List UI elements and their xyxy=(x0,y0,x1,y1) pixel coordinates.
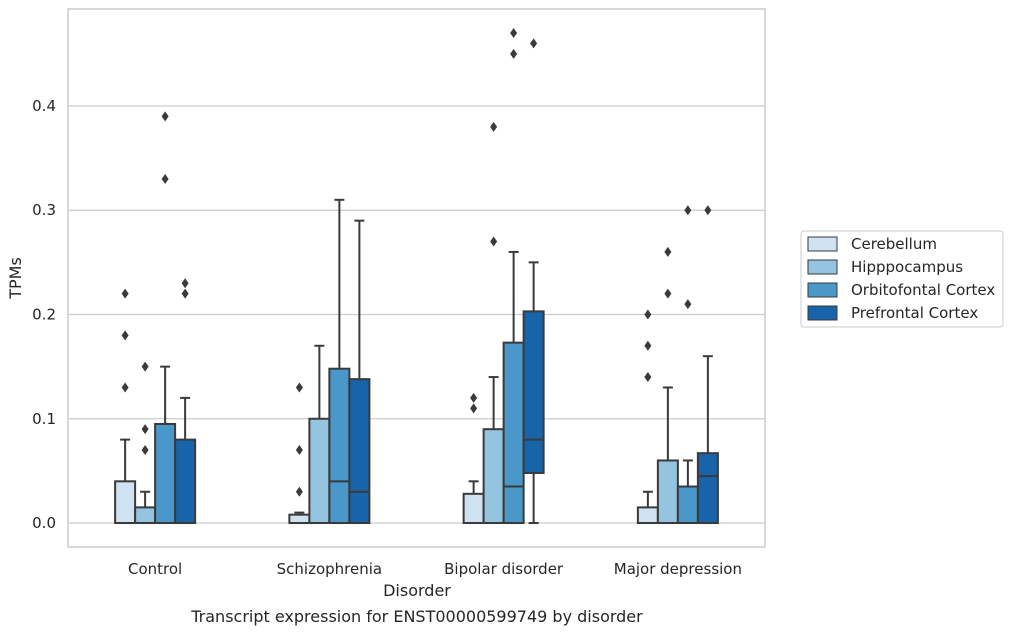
outlier-point xyxy=(141,361,149,372)
outlier-point xyxy=(295,445,303,456)
x-axis-ticks: Control Schizophrenia Bipolar disorder Majo… xyxy=(128,560,742,578)
outlier-point xyxy=(141,445,149,456)
outlier-point xyxy=(490,236,498,247)
y-tick-label: 0.2 xyxy=(32,305,56,323)
series-prefrontal-cortex xyxy=(174,38,719,525)
outlier-point xyxy=(121,288,129,299)
outlier-point xyxy=(644,340,652,351)
outlier-point xyxy=(704,205,712,216)
series-hipppocampus xyxy=(134,121,679,525)
legend-label: Prefrontal Cortex xyxy=(851,304,978,322)
plot-area-frame xyxy=(67,8,766,548)
outlier-point xyxy=(470,392,478,403)
outlier-point xyxy=(664,288,672,299)
outlier-point xyxy=(295,486,303,497)
box xyxy=(348,378,371,525)
x-tick-label: Control xyxy=(128,560,182,578)
legend-swatch xyxy=(807,236,838,252)
outlier-point xyxy=(181,278,189,289)
outlier-point xyxy=(644,309,652,320)
box xyxy=(636,506,659,525)
box xyxy=(656,459,679,525)
legend-label: Orbitofontal Cortex xyxy=(851,281,995,299)
legend: Cerebellum Hipppocampus Orbitofontal Corte… xyxy=(800,230,1004,328)
outlier-point xyxy=(684,299,692,310)
y-tick-label: 0.4 xyxy=(32,97,56,115)
box xyxy=(114,480,137,525)
legend-swatch xyxy=(807,282,838,298)
outlier-point xyxy=(161,173,169,184)
outlier-point xyxy=(121,330,129,341)
box xyxy=(134,506,157,525)
x-tick-label: Bipolar disorder xyxy=(444,560,564,578)
outlier-point xyxy=(684,205,692,216)
series-orbitofontal-cortex xyxy=(154,27,699,525)
x-tick-label: Schizophrenia xyxy=(277,560,382,578)
outlier-point xyxy=(121,382,129,393)
box xyxy=(328,367,351,525)
outlier-point xyxy=(510,27,518,38)
legend-frame xyxy=(800,230,1004,328)
legend-swatch xyxy=(807,305,838,321)
outlier-point xyxy=(644,372,652,383)
outlier-point xyxy=(181,288,189,299)
outlier-point xyxy=(295,382,303,393)
legend-swatch xyxy=(807,259,838,275)
outlier-point xyxy=(510,48,518,59)
y-tick-label: 0.1 xyxy=(32,410,56,428)
outlier-point xyxy=(161,111,169,122)
box-series xyxy=(114,27,719,525)
box xyxy=(482,428,505,525)
legend-label: Cerebellum xyxy=(851,235,937,253)
box xyxy=(288,513,311,525)
box xyxy=(154,422,177,525)
x-tick-label: Major depression xyxy=(614,560,742,578)
y-tick-label: 0.0 xyxy=(32,514,56,532)
series-cerebellum xyxy=(114,288,659,525)
box xyxy=(174,438,197,525)
box xyxy=(462,492,485,525)
box xyxy=(502,341,525,525)
box xyxy=(522,310,545,474)
outlier-point xyxy=(470,403,478,414)
y-axis-ticks: 0.0 0.1 0.2 0.3 0.4 xyxy=(32,97,56,532)
x-axis-title: Disorder xyxy=(383,581,451,600)
y-tick-label: 0.3 xyxy=(32,201,56,219)
y-axis-title: TPMs xyxy=(6,257,25,300)
outlier-point xyxy=(664,246,672,257)
legend-label: Hipppocampus xyxy=(851,258,963,276)
outlier-point xyxy=(141,424,149,435)
box xyxy=(308,417,331,525)
box xyxy=(676,485,699,525)
box xyxy=(696,452,719,525)
outlier-point xyxy=(490,121,498,132)
outlier-point xyxy=(530,38,538,49)
figure-caption: Transcript expression for ENST0000059974… xyxy=(190,607,643,626)
